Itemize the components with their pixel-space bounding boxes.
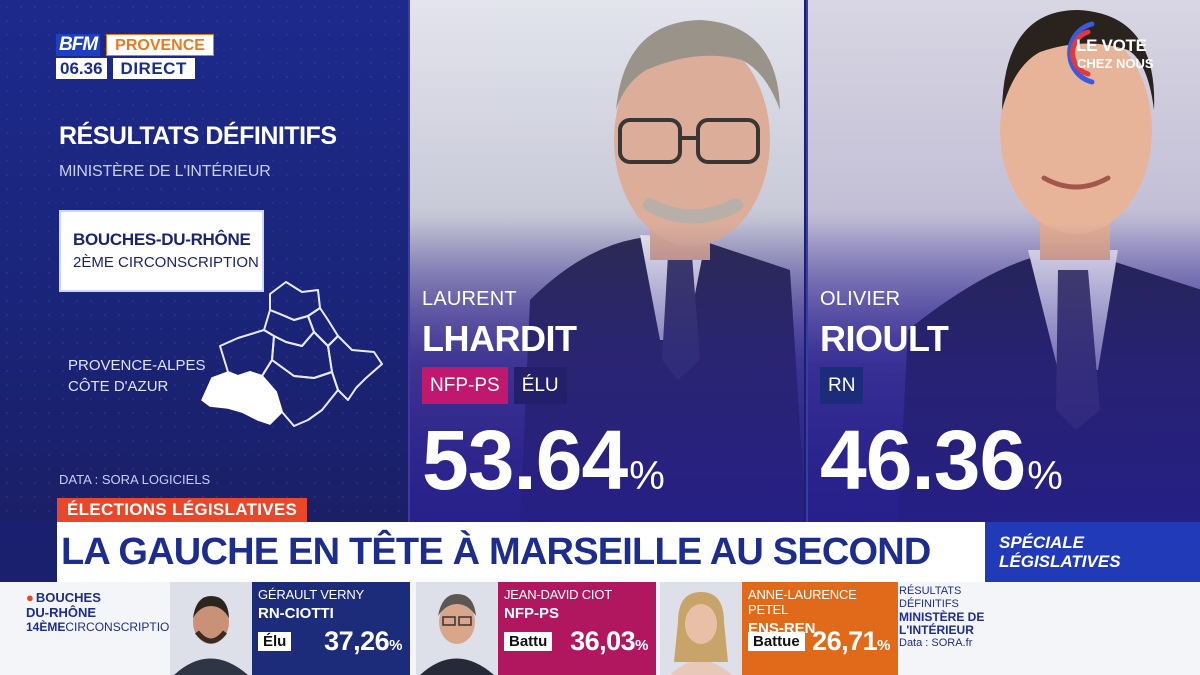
candidate-last-name: RIOULT [820,318,949,359]
ticker-percent-value: 26,71 [812,626,878,656]
candidate-first-name: LAURENT [422,288,517,310]
live-badge: DIRECT [112,58,195,79]
ticker-status: Élu [258,632,292,651]
candidate-last-name: LHARDIT [422,318,577,359]
percent-value: 46.36 [820,413,1026,507]
party-badge: NFP-PS [422,367,508,404]
channel-logo: BFM PROVENCE 06.36 DIRECT [56,34,214,79]
ticker-info-3: ANNE-LAURENCE PETEL ENS-REN Battue 26,71… [742,582,898,675]
region-line-2: CÔTE D'AZUR [68,378,169,395]
ticker-dept-line-3: 14ÈMECIRCONSCRIPTION [26,620,178,635]
ticker-party: RN-CIOTTI [258,605,334,622]
vote-logo-line-1: LE VOTE [1076,36,1147,55]
ticker-dept-line-2: DU-RHÔNE [26,605,97,620]
ticker-percent-value: 37,26 [324,626,390,656]
ticker-percent: 37,26% [324,626,402,657]
party-badge: RN [820,367,864,404]
ticker-name: ANNE-LAURENCE PETEL [748,587,857,617]
vote-logo-line-2: CHEZ NOUS [1077,56,1154,71]
vote-logo-icon [1067,21,1095,85]
ticker-source-line-1: RÉSULTATS [899,585,962,597]
ticker-candidate-3: ANNE-LAURENCE PETEL ENS-REN Battue 26,71… [660,582,898,675]
ticker-info-1: GÉRAULT VERNY RN-CIOTTI Élu 37,26% [252,582,410,675]
ticker-source-line-2: DÉFINITIFS [899,598,959,610]
ticker-percent: 36,03% [570,626,648,657]
ticker-constituency-number: 14ÈME [26,620,66,634]
ticker-candidate-2: JEAN-DAVID CIOT NFP-PS Battu 36,03% [416,582,656,675]
percent-sign: % [629,454,665,498]
ticker-percent-sign: % [635,637,648,654]
region-map-icon [201,281,383,427]
headline: LA GAUCHE EN TÊTE À MARSEILLE AU SECOND … [57,522,985,633]
clock: 06.36 [56,58,107,79]
ticker-photo-2 [416,582,498,675]
candidate-percent: 53.64% [422,412,665,509]
region-line-1: PROVENCE-ALPES [68,357,206,374]
channel-region: PROVENCE [106,34,214,56]
department-name: BOUCHES-DU-RHÔNE [73,230,251,249]
special-line-2: LÉGISLATIVES [999,552,1121,571]
elections-tag: ÉLECTIONS LÉGISLATIVES [57,498,308,522]
constituency-number: 2ÈME CIRCONSCRIPTION [73,254,259,271]
ticker-source-line-4: L'INTÉRIEUR [899,623,974,637]
ticker-source-line-5: Data : SORA.fr [899,637,973,649]
elected-badge: ÉLU [513,367,567,404]
ticker-status: Battue [748,632,805,651]
results-title: RÉSULTATS DÉFINITIFS [59,122,337,150]
candidate-card-2: OLIVIER RIOULT RN 46.36% LE VOTE CHEZ NO… [806,0,1200,522]
location-pin-icon: ● [26,590,34,605]
special-badge: SPÉCIALE LÉGISLATIVES [985,522,1200,582]
region-label: PROVENCE-ALPES CÔTE D'AZUR [68,355,206,397]
results-panel: BFM PROVENCE 06.36 DIRECT RÉSULTATS DÉFI… [0,0,408,522]
candidate-overlay-2 [808,222,1200,522]
candidate-card-1: LAURENT LHARDIT NFP-PS ÉLU 53.64% [408,0,804,522]
channel-name: BFM [56,34,101,56]
candidate-badges: RN [820,367,864,404]
ticker-source-line-3: MINISTÈRE DE [899,610,985,624]
ticker-photo-1 [170,582,252,675]
ticker-name: GÉRAULT VERNY [258,587,365,602]
ticker-party: NFP-PS [504,605,560,622]
special-line-1: SPÉCIALE [999,533,1085,552]
ticker-percent: 26,71% [812,626,890,657]
ticker-dept-line-1: BOUCHES [35,590,101,605]
candidate-first-name: OLIVIER [820,288,901,310]
ticker-percent-sign: % [877,637,890,654]
candidate-percent: 46.36% [820,412,1063,509]
percent-value: 53.64 [422,413,628,507]
vote-chez-nous-logo: LE VOTE CHEZ NOUS [1048,14,1170,92]
ticker-source: RÉSULTATS DÉFINITIFS MINISTÈRE DE L'INTÉ… [899,585,984,650]
ticker-candidate-1: GÉRAULT VERNY RN-CIOTTI Élu 37,26% [170,582,410,675]
results-source: MINISTÈRE DE L'INTÉRIEUR [59,163,271,180]
ticker-department: ● BOUCHES DU-RHÔNE 14ÈMECIRCONSCRIPTION [26,590,178,635]
ticker-status: Battu [504,632,553,651]
ticker-info-2: JEAN-DAVID CIOT NFP-PS Battu 36,03% [498,582,656,675]
percent-sign: % [1027,454,1063,498]
ticker-percent-value: 36,03 [570,626,636,656]
ticker-percent-sign: % [389,637,402,654]
ticker-photo-3 [660,582,742,675]
constituency-box: BOUCHES-DU-RHÔNE 2ÈME CIRCONSCRIPTION [59,210,264,292]
ticker-constituency-label: CIRCONSCRIPTION [65,620,179,634]
candidate-badges: NFP-PS ÉLU [422,367,567,404]
ticker-name: JEAN-DAVID CIOT [504,587,612,602]
data-source: DATA : SORA LOGICIELS [59,472,211,487]
